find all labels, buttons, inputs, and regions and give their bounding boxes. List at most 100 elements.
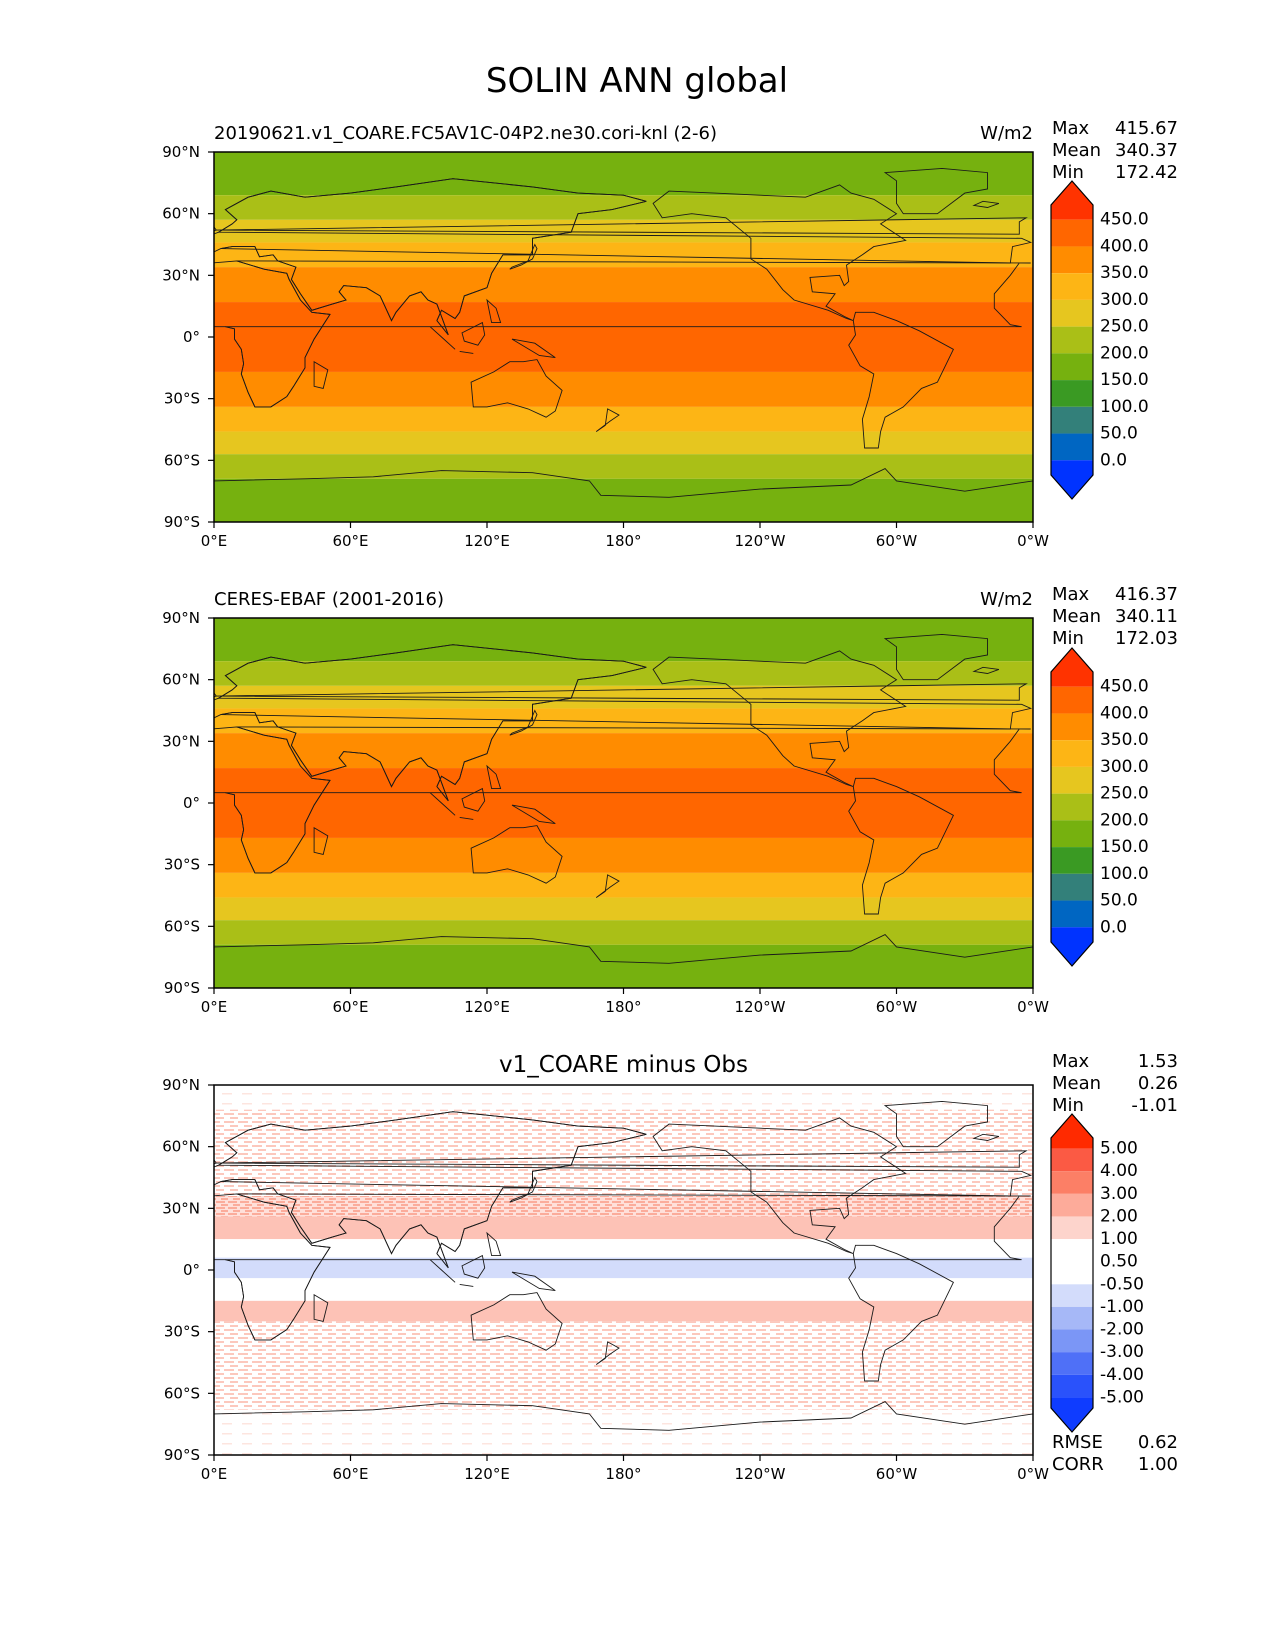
x-tick-label: 60°W xyxy=(876,1465,918,1483)
colorbar: 5.004.003.002.001.000.50-0.50-1.00-2.00-… xyxy=(1050,1113,1144,1433)
coastline xyxy=(313,826,329,855)
x-tick-label: 0°W xyxy=(1017,998,1049,1016)
colorbar-segment xyxy=(1051,1329,1093,1353)
colorbar-segment xyxy=(1051,900,1093,928)
map-area xyxy=(214,618,1033,988)
panel-title: v1_COARE minus Obs xyxy=(499,1052,748,1078)
x-tick-label: 180° xyxy=(605,1465,641,1483)
colorbar-label: 4.00 xyxy=(1100,1161,1138,1181)
coastline xyxy=(214,1401,1033,1455)
x-tick-label: 60°E xyxy=(332,1465,368,1483)
coastline xyxy=(486,298,502,324)
stat-label: Min xyxy=(1052,628,1084,649)
colorbar-segment xyxy=(1051,1374,1093,1398)
x-tick-label: 120°E xyxy=(464,1465,510,1483)
coastline xyxy=(972,1133,1000,1141)
y-tick-label: 90°S xyxy=(164,979,200,997)
colorbar-segment xyxy=(1051,326,1093,354)
y-tick-label: 30°N xyxy=(162,732,200,750)
stat-label: Mean xyxy=(1052,606,1101,627)
colorbar-segment xyxy=(1051,1239,1093,1262)
colorbar-segment xyxy=(1051,793,1093,821)
colorbar-segment xyxy=(1051,1171,1093,1194)
x-tick-label: 120°W xyxy=(735,998,786,1016)
y-tick-label: 30°N xyxy=(162,1199,200,1217)
stat-value-min: 172.03 xyxy=(1115,628,1178,649)
x-tick-label: 120°E xyxy=(464,998,510,1016)
lat-band xyxy=(214,708,1033,734)
colorbar-segment xyxy=(1051,820,1093,848)
colorbar-label: 150.0 xyxy=(1100,837,1149,857)
lat-band xyxy=(214,371,1033,407)
colorbar-label: 50.0 xyxy=(1100,424,1138,444)
coastline xyxy=(470,359,563,418)
colorbar-label: 0.0 xyxy=(1100,917,1127,937)
coastline xyxy=(848,777,954,915)
colorbar-segment xyxy=(1051,1397,1093,1432)
stat-value-min: 172.42 xyxy=(1115,162,1178,183)
coastline xyxy=(509,243,538,270)
map-area xyxy=(214,152,1033,522)
y-tick-label: 0° xyxy=(183,794,200,812)
panel-2: 0°E 60°E 120°E 180° 120°W 60°W 0°W 90°N 60°N 30°N… xyxy=(162,584,1178,1016)
coastline xyxy=(313,360,329,389)
coastline xyxy=(313,1293,329,1322)
coastline xyxy=(883,167,988,215)
coastline xyxy=(216,217,1028,235)
colorbar-segment xyxy=(1051,1193,1093,1217)
coastline xyxy=(848,1244,954,1382)
x-tick-label: 0°E xyxy=(201,532,228,550)
colorbar-label: 150.0 xyxy=(1100,370,1149,390)
colorbar-outline xyxy=(1050,647,1094,967)
colorbar-label: 250.0 xyxy=(1100,317,1149,337)
lat-band xyxy=(214,733,1033,769)
y-tick-label: 30°S xyxy=(164,390,200,408)
colorbar-segment xyxy=(1051,766,1093,794)
lat-band xyxy=(214,406,1033,432)
colorbar-label: 200.0 xyxy=(1100,343,1149,363)
y-tick-label: 30°N xyxy=(162,266,200,284)
panel-title: CERES-EBAF (2001-2016) xyxy=(214,589,444,610)
x-tick-label: 60°E xyxy=(332,998,368,1016)
colorbar-segment xyxy=(1051,1216,1093,1240)
coastline xyxy=(214,260,331,408)
y-tick-label: 60°S xyxy=(164,917,200,935)
x-tick-label: 60°W xyxy=(876,998,918,1016)
colorbar-segment xyxy=(1051,246,1093,274)
y-tick-label: 90°S xyxy=(164,1446,200,1464)
colorbar-segment xyxy=(1051,406,1093,434)
stat-value-max: 1.53 xyxy=(1138,1051,1178,1072)
x-tick-label: 120°W xyxy=(735,532,786,550)
y-tick-label: 30°S xyxy=(164,1323,200,1341)
coastline xyxy=(470,825,563,884)
coastline xyxy=(509,1176,538,1203)
colorbar-segment xyxy=(1051,273,1093,300)
coastline xyxy=(214,1193,331,1341)
colorbar-label: 450.0 xyxy=(1100,210,1149,230)
lat-band xyxy=(214,1216,1033,1240)
x-tick-label: 0°W xyxy=(1017,532,1049,550)
panel-title: 20190621.v1_COARE.FC5AV1C-04P2.ne30.cori… xyxy=(214,123,717,144)
colorbar-label: 300.0 xyxy=(1100,290,1149,310)
colorbar-label: -3.00 xyxy=(1100,1342,1144,1362)
coastline xyxy=(461,321,486,346)
colorbar-label: 0.0 xyxy=(1100,450,1127,470)
colorbar-label: 1.00 xyxy=(1100,1229,1138,1249)
coastline xyxy=(848,311,954,449)
y-tick-label: 60°N xyxy=(162,205,200,223)
colorbar-segment xyxy=(1051,740,1093,767)
lat-band xyxy=(214,1085,1033,1110)
coastline xyxy=(429,792,456,816)
colorbar-label: 2.00 xyxy=(1100,1206,1138,1226)
lat-band xyxy=(214,618,1033,662)
x-tick-label: 0°W xyxy=(1017,1465,1049,1483)
lat-band xyxy=(214,431,1033,455)
coastline xyxy=(214,934,1033,988)
stat-label: CORR xyxy=(1052,1454,1104,1475)
colorbar-label: 300.0 xyxy=(1100,757,1149,777)
colorbar-label: 100.0 xyxy=(1100,397,1149,417)
y-tick-label: 30°S xyxy=(164,856,200,874)
stat-value-mean: 0.26 xyxy=(1138,1073,1178,1094)
lat-band xyxy=(214,768,1033,838)
